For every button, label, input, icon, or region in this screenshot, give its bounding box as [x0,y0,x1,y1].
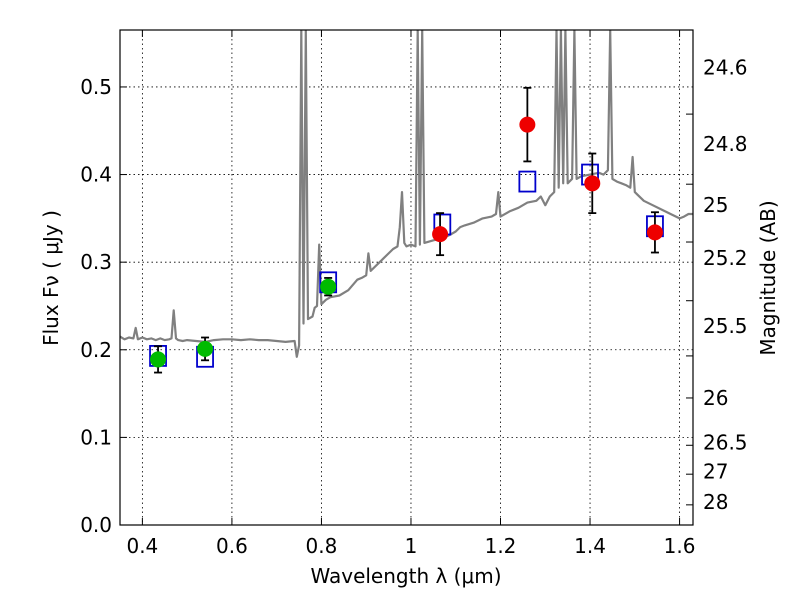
photometry-point [519,116,536,133]
y-tick-label: 0.0 [80,513,112,537]
x-tick-label: 0.6 [216,534,248,558]
ticks: 0.4 0.6 0.8 1 1.2 1.4 1.6 0.0 0.1 0.2 0.3 0.4 0.5 24.… [80,29,748,558]
marks-layer [149,86,664,374]
y-axis-right-label: Magnitude (AB) [756,200,780,355]
x-tick-label: 1.6 [664,534,696,558]
y-right-tick-label: 25.5 [703,314,748,338]
y-right-tick-label: 27 [703,460,728,484]
photometry-point [646,224,663,241]
photometry-point [432,226,449,243]
x-tick-label: 1 [405,534,418,558]
y-tick-label: 0.2 [80,338,112,362]
y-axis-label: Flux Fν ( μJy ) [39,210,63,346]
y-right-tick-label: 26.5 [703,431,748,455]
plot-area [120,30,693,525]
y-tick-label: 0.1 [80,425,112,449]
x-tick-label: 0.4 [126,534,158,558]
model-square-point [518,170,537,193]
y-right-tick-label: 24.6 [703,56,748,80]
y-tick-label: 0.3 [80,250,112,274]
x-axis-label: Wavelength λ (μm) [310,564,501,588]
x-tick-label: 0.8 [306,534,338,558]
x-tick-label: 1.2 [485,534,517,558]
photometry-point [197,340,214,357]
plot-layer [120,30,693,358]
y-right-tick-label: 25 [703,193,728,217]
y-right-tick-label: 28 [703,490,728,514]
spectrum-line [120,30,693,358]
photometry-point [584,175,601,192]
y-tick-label: 0.4 [80,163,112,187]
plot-frame [119,29,694,526]
photometry-point [150,351,167,368]
y-right-tick-label: 25.2 [703,246,748,270]
x-tick-label: 1.4 [574,534,606,558]
y-right-tick-label: 24.8 [703,132,748,156]
y-right-tick-label: 26 [703,386,728,410]
photometry-point [320,278,337,295]
y-tick-label: 0.5 [80,75,112,99]
